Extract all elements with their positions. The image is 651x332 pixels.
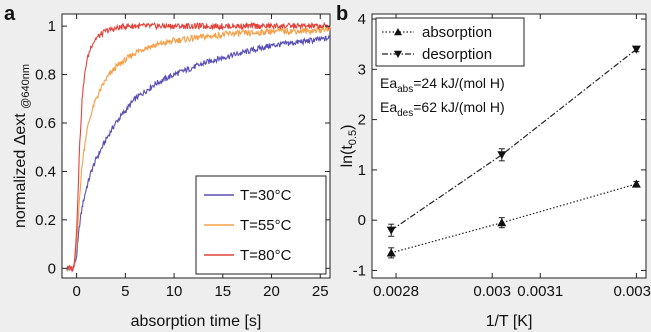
x-tick-label: 0 [72, 283, 80, 300]
y-axis-title: normalized Δext @640nm [12, 64, 32, 228]
y-axis-title-main: normalized Δext [12, 109, 29, 228]
y-axis-title: ln(t0.5) [339, 125, 359, 168]
x-tick-label: 20 [263, 283, 280, 300]
x-tick-label: 0.0028 [373, 283, 419, 300]
annotation-text: Eaabs=24 kJ/(mol H) [380, 75, 505, 95]
annotation-main: Ea [380, 99, 397, 115]
y-tick-label: 1 [358, 162, 366, 179]
x-tick-label: 0.0031 [517, 283, 563, 300]
series-line-2 [66, 24, 331, 272]
annotation-text: Eades=62 kJ/(mol H) [380, 99, 505, 119]
x-tick-label: 25 [312, 283, 329, 300]
data-point-desorption [386, 226, 396, 235]
data-point-absorption [631, 179, 641, 188]
series-line-absorption [391, 183, 637, 254]
y-tick-label: 2 [358, 112, 366, 129]
legend-label: absorption [422, 24, 492, 41]
annotation-sub: abs [397, 84, 413, 95]
legend-label: desorption [422, 46, 492, 63]
panel-b-label: b [336, 3, 348, 25]
legend-box [375, 17, 525, 67]
y-axis-title-sub: 0.5 [347, 130, 359, 145]
y-tick-label: 0 [48, 260, 56, 277]
y-tick-label: 0.6 [35, 115, 56, 132]
annotation-main: Ea [380, 75, 397, 91]
annotation-rest: =24 kJ/(mol H) [413, 75, 504, 91]
y-axis-title-close: ) [339, 125, 356, 130]
chart-b: 0.0028 0.003 0.0031 0.0033 -1 0 1 2 3 4 1/T [K] ln(… [339, 11, 651, 330]
y-tick-label: -1 [353, 262, 366, 279]
legend-label: T=80°C [240, 247, 292, 264]
x-axis-title: absorption time [s] [131, 313, 262, 330]
y-tick-label: 0.2 [35, 212, 56, 229]
x-tick-label: 15 [214, 283, 231, 300]
legend-label: T=55°C [240, 217, 292, 234]
data-point-absorption [386, 248, 396, 257]
annotation-rest: =62 kJ/(mol H) [413, 99, 504, 115]
panel-a-label: a [4, 3, 16, 25]
x-tick-label: 0.0033 [613, 283, 651, 300]
data-point-desorption [497, 151, 507, 160]
series-line-3 [66, 21, 331, 273]
x-tick-label: 10 [166, 283, 183, 300]
data-point-desorption [631, 45, 641, 54]
legend-marker [394, 50, 402, 58]
x-axis-title: 1/T [K] [486, 313, 533, 330]
x-tick-label: 0.003 [473, 283, 511, 300]
y-axis-title-sub: @640nm [20, 64, 32, 109]
x-tick-label: 5 [121, 283, 129, 300]
annotation-sub: des [397, 108, 413, 119]
y-axis-title-main: ln(t [339, 145, 356, 168]
y-tick-label: 0.8 [35, 67, 56, 84]
y-tick-label: 0 [358, 212, 366, 229]
y-tick-label: 0.4 [35, 163, 56, 180]
y-tick-label: 1 [48, 18, 56, 35]
legend-marker [394, 28, 402, 36]
series-line-1 [66, 34, 331, 272]
y-tick-label: 3 [358, 61, 366, 78]
chart-a: 0 5 10 15 20 25 0 0.2 0.4 0.6 0.8 1 absorption time … [12, 13, 331, 330]
legend-label: T=30°C [240, 187, 292, 204]
data-point-absorption [497, 218, 507, 227]
y-tick-label: 4 [358, 11, 366, 28]
